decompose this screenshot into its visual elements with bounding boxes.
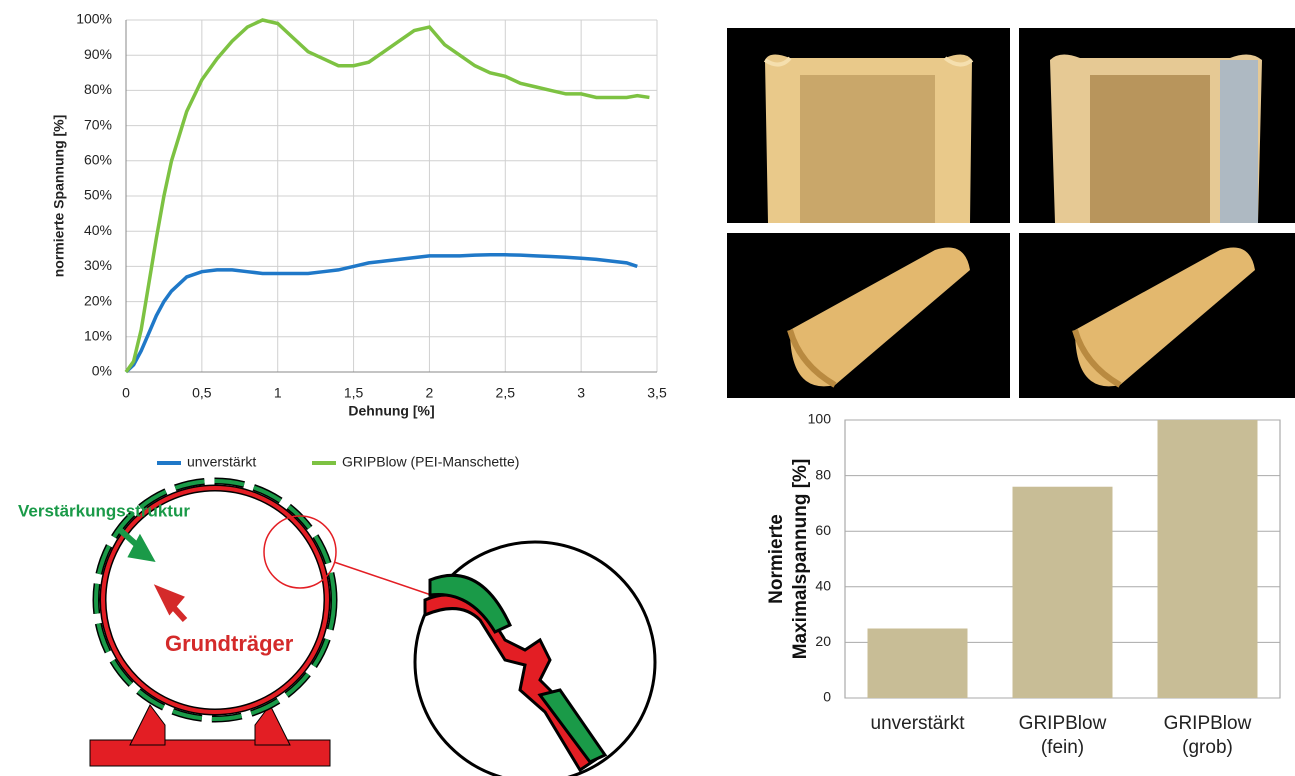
diagram-label: Grundträger (165, 631, 294, 656)
y-tick-label: 70% (84, 116, 112, 132)
y-tick-label: 50% (84, 187, 112, 203)
cross-section-diagram: Verstärkungsstruktur Grundträger (18, 477, 657, 776)
photos (727, 28, 1295, 398)
x-tick-label: 1 (274, 385, 282, 401)
y-tick-label: 10% (84, 328, 112, 344)
y-tick-label: 80% (84, 81, 112, 97)
x-tick-label: 3,5 (647, 385, 667, 401)
y-tick-label: 60 (815, 522, 831, 538)
x-tick-label: 2,5 (496, 385, 516, 401)
y-tick-label: 40 (815, 578, 831, 594)
series-line (124, 18, 650, 374)
x-tick-label: GRIPBlow (fein) (1018, 713, 1107, 758)
y-tick-label: 100% (76, 11, 112, 27)
diagram-label: Verstärkungsstruktur (18, 501, 190, 520)
legend-label: unverstärkt (187, 454, 256, 470)
x-axis-title: Dehnung [%] (348, 403, 434, 419)
x-tick-label: 2 (426, 385, 434, 401)
x-tick-label: 0 (122, 385, 130, 401)
x-tick-label: GRIPBlow (grob) (1163, 713, 1252, 758)
bar (867, 628, 968, 698)
y-tick-label: 80 (815, 466, 831, 482)
y-tick-label: 0 (823, 689, 831, 705)
y-axis-title: Normierte Maximalspannung [%] (766, 458, 811, 660)
x-tick-label: unverstärkt (870, 713, 965, 734)
x-tick-label: 3 (577, 385, 585, 401)
y-axis-title: normierte Spannung [%] (51, 115, 67, 278)
y-tick-label: 100 (808, 411, 832, 427)
y-tick-label: 0% (92, 363, 112, 379)
legend-label: GRIPBlow (PEI-Manschette) (342, 454, 519, 470)
x-tick-label: 0,5 (192, 385, 212, 401)
bar (1012, 486, 1113, 698)
bar (1157, 420, 1258, 698)
y-tick-label: 40% (84, 222, 112, 238)
x-tick-label: 1,5 (344, 385, 364, 401)
series-line (124, 253, 638, 374)
y-tick-label: 20 (815, 633, 831, 649)
y-tick-label: 60% (84, 152, 112, 168)
y-tick-label: 20% (84, 292, 112, 308)
y-tick-label: 90% (84, 46, 112, 62)
y-tick-label: 30% (84, 257, 112, 273)
